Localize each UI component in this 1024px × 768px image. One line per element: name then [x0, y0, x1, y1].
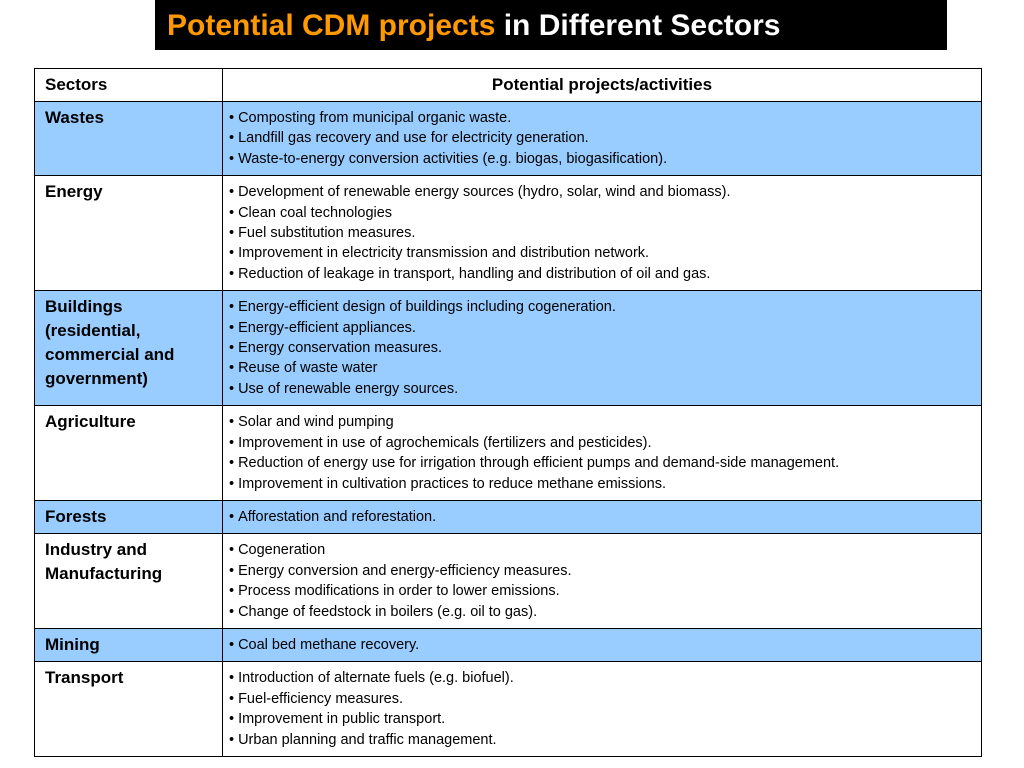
item: Improvement in electricity transmission … — [229, 243, 973, 263]
item: Fuel-efficiency measures. — [229, 689, 973, 709]
item: Process modifications in order to lower … — [229, 581, 973, 601]
item: Reuse of waste water — [229, 358, 973, 378]
table-row: Energy Development of renewable energy so… — [34, 175, 982, 292]
item: Use of renewable energy sources. — [229, 379, 973, 399]
item-list: CogenerationEnergy conversion and energy… — [229, 540, 973, 622]
header-cell: Sectors — [34, 68, 223, 102]
items-cell: Energy-efficient design of buildings inc… — [222, 290, 982, 407]
item: Change of feedstock in boilers (e.g. oil… — [229, 602, 973, 622]
item: Energy conservation measures. — [229, 338, 973, 358]
sector-cell: Transport — [34, 661, 223, 757]
header-cell: Potential projects/activities — [222, 68, 982, 102]
item-list: Development of renewable energy sources … — [229, 182, 973, 284]
item: Development of renewable energy sources … — [229, 182, 973, 202]
item-list: Energy-efficient design of buildings inc… — [229, 297, 973, 399]
sector-cell: Buildings (residential, commercial and g… — [34, 290, 223, 407]
items-cell: CogenerationEnergy conversion and energy… — [222, 533, 982, 629]
sector-cell: Industry and Manufacturing — [34, 533, 223, 629]
item: Landfill gas recovery and use for electr… — [229, 128, 973, 148]
sector-cell: Wastes — [34, 100, 223, 177]
item: Energy-efficient appliances. — [229, 318, 973, 338]
table-row: Mining Coal bed methane recovery. — [34, 627, 982, 663]
table-body: WastesComposting from municipal organic … — [34, 100, 982, 757]
items-cell: Afforestation and reforestation. — [222, 499, 982, 535]
table-row: WastesComposting from municipal organic … — [34, 100, 982, 177]
items-cell: Introduction of alternate fuels (e.g. bi… — [222, 661, 982, 757]
item-list: Coal bed methane recovery. — [229, 635, 973, 655]
item: Energy-efficient design of buildings inc… — [229, 297, 973, 317]
sector-cell: Mining — [34, 627, 223, 663]
table-row: AgricultureSolar and wind pumpingImprove… — [34, 405, 982, 501]
item-list: Introduction of alternate fuels (e.g. bi… — [229, 668, 973, 750]
item: Reduction of energy use for irrigation t… — [229, 453, 973, 473]
table-row: Industry and ManufacturingCogenerationEn… — [34, 533, 982, 629]
item: Afforestation and reforestation. — [229, 507, 973, 527]
title-highlight: Potential CDM projects — [167, 9, 496, 42]
table-row: Buildings (residential, commercial and g… — [34, 290, 982, 407]
sector-cell: Forests — [34, 499, 223, 535]
table-row: Forests Afforestation and reforestation. — [34, 499, 982, 535]
item: Improvement in use of agrochemicals (fer… — [229, 433, 973, 453]
item: Composting from municipal organic waste. — [229, 108, 973, 128]
sector-cell: Energy — [34, 175, 223, 292]
item: Improvement in public transport. — [229, 709, 973, 729]
item-list: Composting from municipal organic waste.… — [229, 108, 973, 169]
items-cell: Composting from municipal organic waste.… — [222, 100, 982, 177]
slide-title: Potential CDM projects in Different Sect… — [155, 0, 947, 50]
item-list: Solar and wind pumpingImprovement in use… — [229, 412, 973, 494]
item: Fuel substitution measures. — [229, 223, 973, 243]
items-cell: Development of renewable energy sources … — [222, 175, 982, 292]
items-cell: Solar and wind pumpingImprovement in use… — [222, 405, 982, 501]
item: Reduction of leakage in transport, handl… — [229, 264, 973, 284]
item: Solar and wind pumping — [229, 412, 973, 432]
item: Coal bed methane recovery. — [229, 635, 973, 655]
item: Cogeneration — [229, 540, 973, 560]
item-list: Afforestation and reforestation. — [229, 507, 973, 527]
table-row: Transport Introduction of alternate fuels… — [34, 661, 982, 757]
items-cell: Coal bed methane recovery. — [222, 627, 982, 663]
item: Waste-to-energy conversion activities (e… — [229, 149, 973, 169]
item: Introduction of alternate fuels (e.g. bi… — [229, 668, 973, 688]
title-rest: in Different Sectors — [503, 9, 781, 42]
sector-cell: Agriculture — [34, 405, 223, 501]
header-row: Sectors Potential projects/activities — [34, 68, 982, 102]
sectors-table: Sectors Potential projects/activities Wa… — [34, 68, 982, 757]
item: Clean coal technologies — [229, 203, 973, 223]
item: Energy conversion and energy-efficiency … — [229, 561, 973, 581]
item: Urban planning and traffic management. — [229, 730, 973, 750]
item: Improvement in cultivation practices to … — [229, 474, 973, 494]
